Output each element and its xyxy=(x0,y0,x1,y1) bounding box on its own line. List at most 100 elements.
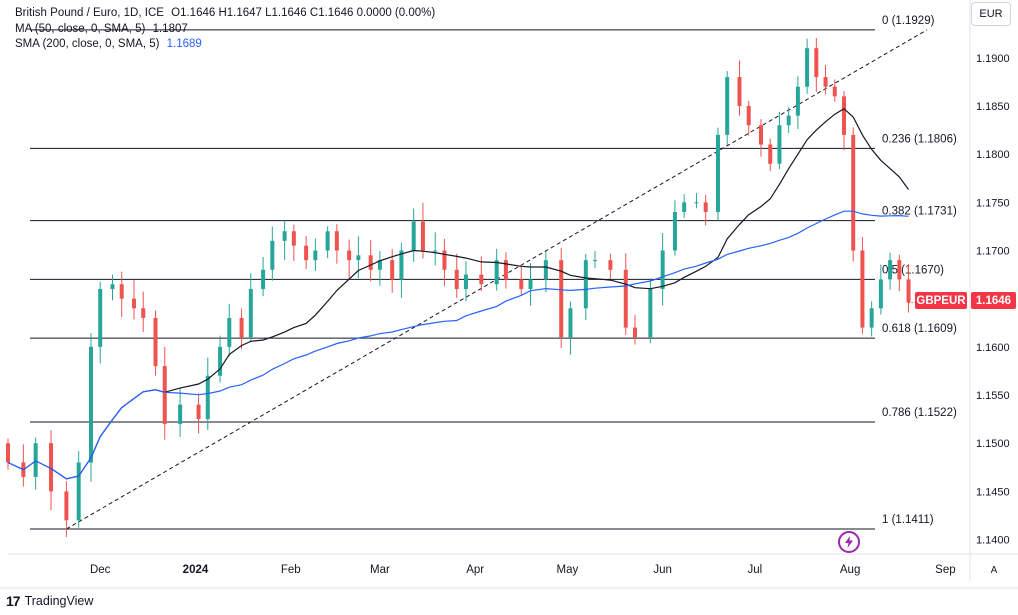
candle-body xyxy=(777,125,782,164)
candle-body xyxy=(248,289,253,338)
y-tick-label: 1.1750 xyxy=(976,197,1010,209)
y-tick-label: 1.1850 xyxy=(976,101,1010,113)
candle-body xyxy=(33,443,38,477)
candle-body xyxy=(479,274,484,285)
y-tick-label: 1.1400 xyxy=(976,535,1010,547)
candle-body xyxy=(442,250,447,270)
candle-body xyxy=(454,269,459,290)
x-tick-label: Apr xyxy=(466,564,484,576)
candle-body xyxy=(178,404,183,424)
candle-body xyxy=(832,86,837,97)
candle-body xyxy=(759,125,764,145)
candle-body xyxy=(420,221,425,251)
candle-body xyxy=(888,260,893,280)
currency-button[interactable]: EUR xyxy=(971,2,1011,26)
candle-body xyxy=(239,317,244,338)
symbol-tag: GBPEUR xyxy=(915,292,967,309)
legend-ohlc: O1.1646 H1.1647 L1.1646 C1.1646 0.0000 (… xyxy=(171,7,436,19)
candle-body xyxy=(878,279,883,309)
candle-body xyxy=(593,260,598,262)
y-tick-label: 1.1500 xyxy=(976,438,1010,450)
legend-sma200[interactable]: SMA (200, close, 0, SMA, 5) 1.1689 xyxy=(15,37,435,53)
candle-body xyxy=(132,298,137,309)
legend-sma200-label: SMA (200, close, 0, SMA, 5) xyxy=(15,38,160,50)
candle-body xyxy=(390,260,395,280)
sma200-line[interactable] xyxy=(7,210,909,480)
y-tick-label: 1.1900 xyxy=(976,53,1010,65)
y-tick-label: 1.1450 xyxy=(976,486,1010,498)
ma50-line[interactable] xyxy=(7,107,909,480)
fib-level-label: 0.618 (1.1609) xyxy=(882,323,957,335)
candle-body xyxy=(851,134,856,251)
x-tick-label: Jul xyxy=(748,564,763,576)
candle-body xyxy=(746,105,751,126)
candle-body xyxy=(325,231,330,251)
candle-body xyxy=(805,48,810,87)
x-tick-label: Feb xyxy=(281,564,301,576)
candle-body xyxy=(715,134,720,212)
x-tick-label: Mar xyxy=(370,564,390,576)
candle-body xyxy=(568,308,573,338)
candle-body xyxy=(528,279,533,290)
candle-body xyxy=(543,260,548,280)
x-tick-label: May xyxy=(557,564,579,576)
y-tick-label: 1.1550 xyxy=(976,390,1010,402)
tradingview-logo-icon: 17 xyxy=(6,593,21,609)
legend-symbol: British Pound / Euro, 1D, ICE xyxy=(15,7,164,19)
last-price-tag: 1.1646 xyxy=(971,292,1016,309)
candle-body xyxy=(559,260,564,338)
candle-body xyxy=(49,443,54,492)
candle-body xyxy=(218,346,223,376)
candle-body xyxy=(841,96,846,135)
candle-body xyxy=(270,240,275,270)
candle-body xyxy=(694,202,699,204)
candle-body xyxy=(660,250,665,290)
candle-body xyxy=(725,77,730,135)
candle-body xyxy=(463,274,468,290)
candle-body xyxy=(368,255,373,270)
candle-body xyxy=(162,366,167,424)
lightning-icon[interactable] xyxy=(838,531,860,553)
candle-body xyxy=(291,231,296,246)
candle-body xyxy=(583,260,588,309)
tradingview-name: TradingView xyxy=(24,594,94,608)
tradingview-brand[interactable]: 17 TradingView xyxy=(6,592,93,610)
candle-body xyxy=(153,317,158,367)
candle-body xyxy=(869,308,874,328)
chart-legend: British Pound / Euro, 1D, ICE O1.1646 H1… xyxy=(15,6,435,53)
x-tick-label: Dec xyxy=(90,564,111,576)
candle-body xyxy=(411,221,416,251)
candle-body xyxy=(313,250,318,261)
candle-body xyxy=(347,250,352,261)
candle-body xyxy=(356,255,361,261)
fib-level-label: 0.786 (1.1522) xyxy=(882,407,957,419)
candle-body xyxy=(672,211,677,251)
legend-ma50[interactable]: MA (50, close, 0, SMA, 5) 1.1807 xyxy=(15,22,435,38)
candle-body xyxy=(304,245,309,261)
y-tick-label: 1.1600 xyxy=(976,342,1010,354)
x-tick-label: Aug xyxy=(840,564,860,576)
legend-ma50-label: MA (50, close, 0, SMA, 5) xyxy=(15,22,146,35)
candle-body xyxy=(64,491,69,521)
fib-level-label: 0 (1.1929) xyxy=(882,15,935,27)
legend-main: British Pound / Euro, 1D, ICE O1.1646 H1… xyxy=(15,6,435,22)
candle-body xyxy=(227,317,232,347)
candle-body xyxy=(623,269,628,328)
candle-body xyxy=(768,144,773,164)
candle-body xyxy=(261,269,266,290)
candle-body xyxy=(110,284,115,290)
candle-body xyxy=(786,115,791,126)
x-tick-label: Sep xyxy=(935,564,955,576)
fib-level-label: 0.382 (1.1731) xyxy=(882,206,957,218)
candle-body xyxy=(76,462,81,521)
candle-body xyxy=(906,279,911,303)
candle-body xyxy=(334,231,339,251)
candle-body xyxy=(608,260,613,270)
candle-body xyxy=(737,77,742,106)
fib-level-label: 1 (1.1411) xyxy=(882,514,934,526)
auto-scale-button[interactable]: A xyxy=(990,564,998,576)
candle-body xyxy=(814,48,819,78)
candle-body xyxy=(823,77,828,87)
